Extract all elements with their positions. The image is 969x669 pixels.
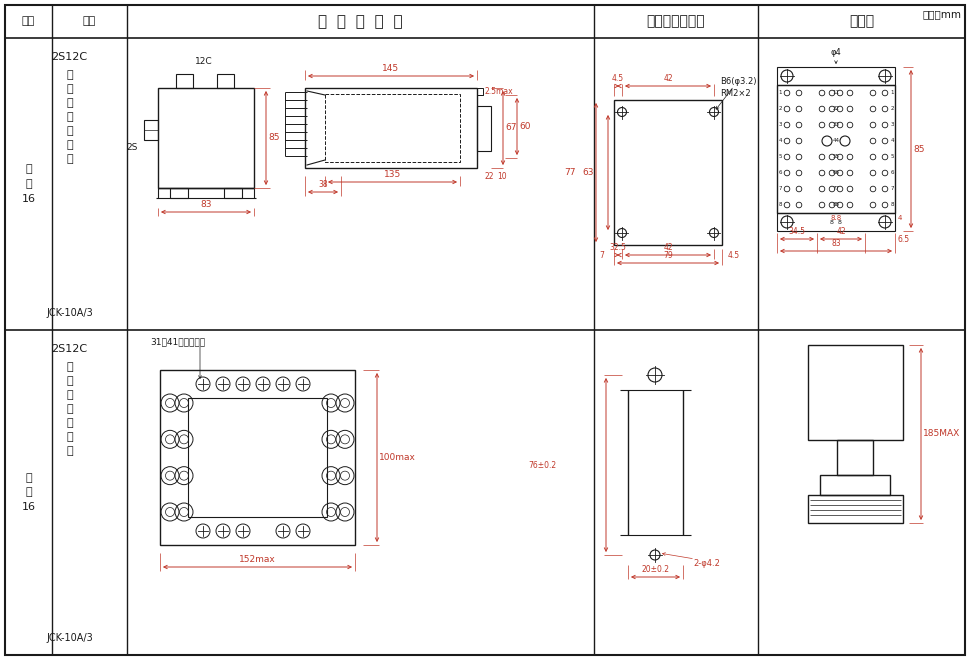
Text: 77: 77	[564, 168, 576, 177]
Text: 10: 10	[496, 172, 506, 181]
Bar	[325, 94, 459, 162]
Bar	[143, 120, 158, 140]
Bar	[836, 440, 872, 475]
Text: 83: 83	[830, 239, 840, 248]
Text: 2.5max: 2.5max	[484, 88, 514, 96]
Text: 22: 22	[831, 106, 838, 112]
Text: 单位：mm: 单位：mm	[922, 9, 961, 19]
Text: 附
图
16: 附 图 16	[21, 164, 36, 204]
Text: 20±0.2: 20±0.2	[641, 565, 669, 574]
Text: 附
图
16: 附 图 16	[21, 473, 36, 512]
Text: 8: 8	[777, 203, 781, 207]
Text: B6(φ3.2): B6(φ3.2)	[719, 78, 756, 86]
Text: 152max: 152max	[239, 555, 275, 564]
Text: 42: 42	[663, 243, 672, 252]
Text: 145: 145	[382, 64, 399, 73]
Text: 85: 85	[912, 145, 923, 153]
Text: 4.5: 4.5	[728, 250, 739, 260]
Text: 1: 1	[890, 90, 892, 96]
Bar	[188, 398, 327, 517]
Text: 4: 4	[897, 215, 901, 221]
Text: 7: 7	[890, 187, 892, 191]
Bar	[170, 188, 188, 198]
Text: 4.5: 4.5	[611, 74, 623, 83]
Text: 2S: 2S	[126, 143, 138, 153]
Text: 88: 88	[831, 203, 838, 207]
Text: 60: 60	[518, 122, 530, 131]
Bar	[175, 74, 193, 88]
Bar	[776, 67, 894, 85]
Text: 凸
出
式
板
前
接
线: 凸 出 式 板 前 接 线	[66, 362, 73, 456]
Text: 6: 6	[890, 171, 892, 175]
Text: φ4: φ4	[829, 48, 840, 57]
Bar	[613, 100, 721, 245]
Bar	[477, 88, 483, 95]
Bar	[807, 495, 902, 523]
Text: 3: 3	[890, 122, 892, 128]
Text: 外  形  尺  寸  图: 外 形 尺 寸 图	[318, 14, 402, 29]
Text: 图号: 图号	[22, 17, 35, 27]
Text: 55: 55	[831, 155, 838, 159]
Bar	[776, 85, 894, 213]
Text: 4: 4	[890, 138, 892, 143]
Text: 结构: 结构	[82, 17, 96, 27]
Text: 1: 1	[777, 90, 781, 96]
Text: 8: 8	[890, 203, 892, 207]
Bar	[160, 370, 355, 545]
Text: 83: 83	[200, 200, 211, 209]
Text: 2-φ4.2: 2-φ4.2	[692, 559, 719, 567]
Bar	[776, 213, 894, 231]
Bar	[224, 188, 241, 198]
Text: 63: 63	[582, 168, 593, 177]
Text: RM2×2: RM2×2	[719, 90, 750, 98]
Text: 3: 3	[777, 122, 781, 128]
Text: 44: 44	[831, 138, 838, 143]
Text: 100max: 100max	[379, 453, 416, 462]
Text: 42: 42	[835, 227, 845, 236]
Bar	[819, 475, 890, 495]
Text: 8: 8	[837, 219, 841, 225]
Bar	[807, 345, 902, 440]
Bar	[217, 74, 234, 88]
Text: 79: 79	[663, 251, 672, 260]
Text: 34.5: 34.5	[788, 227, 804, 236]
Text: 32.5: 32.5	[609, 243, 626, 252]
Text: 8.8: 8.8	[829, 215, 841, 221]
Text: 185MAX: 185MAX	[922, 429, 959, 438]
Text: JCK-10A/3: JCK-10A/3	[47, 633, 93, 643]
Text: 4: 4	[777, 138, 781, 143]
Text: 85: 85	[267, 134, 279, 142]
Text: 66: 66	[831, 171, 838, 175]
Text: 6: 6	[777, 171, 781, 175]
Text: 76±0.2: 76±0.2	[527, 460, 555, 470]
Text: 67: 67	[505, 124, 516, 132]
Text: 42: 42	[663, 74, 672, 83]
Text: 7: 7	[777, 187, 781, 191]
Text: 135: 135	[384, 170, 401, 179]
Text: 5: 5	[890, 155, 892, 159]
Text: 33: 33	[831, 122, 838, 128]
Text: 2: 2	[890, 106, 892, 112]
Text: 安装开孔尺寸图: 安装开孔尺寸图	[646, 15, 704, 29]
Text: 8: 8	[829, 219, 833, 225]
Text: 5: 5	[777, 155, 781, 159]
Bar	[158, 88, 254, 188]
Text: 77: 77	[831, 187, 838, 191]
Text: 2S12C: 2S12C	[51, 344, 87, 354]
Text: 11: 11	[831, 90, 838, 96]
Text: JCK-10A/3: JCK-10A/3	[47, 308, 93, 318]
Text: 22: 22	[484, 172, 494, 181]
Text: 7: 7	[599, 250, 604, 260]
Bar	[477, 106, 490, 151]
Text: 38: 38	[318, 180, 328, 189]
Text: 12C: 12C	[195, 57, 212, 66]
Text: 6.5: 6.5	[897, 235, 909, 244]
Text: 凸
出
式
板
后
接
线: 凸 出 式 板 后 接 线	[66, 70, 73, 164]
Text: 31、41为电流端子: 31、41为电流端子	[150, 337, 204, 347]
Bar	[304, 88, 477, 168]
Text: 2: 2	[777, 106, 781, 112]
Text: 端子图: 端子图	[848, 15, 873, 29]
Text: 2S12C: 2S12C	[51, 52, 87, 62]
